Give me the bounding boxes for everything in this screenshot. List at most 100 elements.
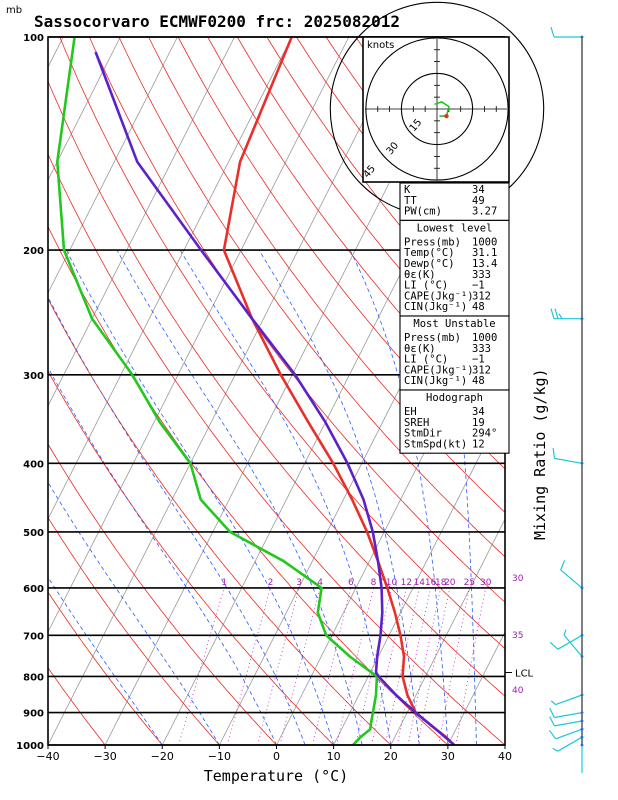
mixing-ratio-axis-title: Mixing Ratio (g/kg) <box>531 368 549 540</box>
wind-barb-staff <box>554 457 583 464</box>
wind-barb-base <box>580 719 584 723</box>
mixing-ratio-label: 18 <box>435 578 447 588</box>
mixing-ratio-line <box>455 587 487 745</box>
pressure-tick-label: 800 <box>23 672 44 683</box>
pressure-tick-label: 300 <box>23 371 44 382</box>
wind-barb-flag <box>549 707 555 718</box>
dry-adiabat-line <box>48 298 392 745</box>
wind-barb-staff <box>557 736 583 752</box>
wind-barb-flag <box>548 730 557 740</box>
moist-adiabat-line <box>258 249 420 745</box>
lowest-level-box <box>399 219 510 317</box>
mixing-ratio-line <box>438 587 470 745</box>
wind-barb-flag <box>558 313 563 320</box>
table-value: 294° <box>472 428 497 440</box>
mixing-ratio-label: 20 <box>444 578 456 588</box>
table-key: StmDir <box>404 428 442 440</box>
table-value: 48 <box>472 375 485 387</box>
pressure-tick-label: 500 <box>23 528 44 539</box>
table-value: 1000 <box>472 236 497 248</box>
table-value: 333 <box>472 343 491 355</box>
hodograph-stats-header: Hodograph <box>426 392 483 404</box>
table-key: Dewp(°C) <box>404 258 455 270</box>
isotherm-line <box>48 37 121 181</box>
table-value: 19 <box>472 417 485 429</box>
dry-adiabat-line <box>48 443 277 745</box>
table-key: SREH <box>404 417 429 429</box>
pressure-tick-label: 600 <box>23 584 44 595</box>
isotherm-line <box>390 518 505 745</box>
table-key: K <box>404 184 411 196</box>
hodograph-ring <box>365 37 509 181</box>
table-value: 31.1 <box>472 247 497 259</box>
table-key: θε(K) <box>404 269 436 281</box>
wind-barb-staff <box>555 694 583 706</box>
lowest-level-header: Lowest level <box>417 222 493 234</box>
pressure-tick-label: 100 <box>23 33 44 44</box>
wind-barb-flag <box>549 716 555 727</box>
mixing-ratio-line <box>336 587 374 745</box>
storm-motion-marker <box>444 113 449 119</box>
isotherm-line <box>48 37 235 407</box>
x-tick-label: 0 <box>273 750 280 763</box>
isotherms <box>48 37 505 745</box>
mixing-ratio-label: 2 <box>268 578 274 588</box>
wind-barb-base <box>580 633 584 637</box>
wind-barb-base <box>580 655 584 658</box>
mixing-ratio-label: 3 <box>296 578 302 588</box>
dry-adiabat-line <box>48 667 106 745</box>
x-tick-label: −20 <box>151 750 174 763</box>
table-value: 48 <box>472 301 485 313</box>
isotherm-line <box>48 37 293 520</box>
table-value: 3.27 <box>472 206 497 218</box>
mixing-ratio-label: 8 <box>371 578 377 588</box>
dry-adiabat-line <box>177 37 505 470</box>
table-value: 13.4 <box>472 258 497 270</box>
table-value: 312 <box>472 364 491 376</box>
x-tick-label: 10 <box>327 750 341 763</box>
moist-adiabat-line <box>179 249 392 745</box>
mixing-ratio-line <box>279 587 321 745</box>
hodograph-trace <box>434 101 450 117</box>
pressure-tick-label: 400 <box>23 459 44 470</box>
lcl-label: LCL <box>515 669 534 680</box>
dry-adiabat-line <box>148 37 505 513</box>
x-tick-label: 40 <box>498 750 512 763</box>
table-key: CIN(Jkg⁻¹) <box>404 301 467 313</box>
wind-barb-flag <box>550 26 555 38</box>
mixing-ratio-line <box>178 587 225 745</box>
wind-barb-base <box>580 461 584 465</box>
table-key: Temp(°C) <box>404 247 455 259</box>
wind-barb-base <box>580 743 584 747</box>
pressure-tick-label: 1000 <box>16 741 44 752</box>
wind-barb-flag <box>560 560 566 571</box>
sounding-profiles <box>55 37 456 745</box>
table-value: 34 <box>472 184 485 196</box>
pressure-unit-label: mb <box>6 5 22 16</box>
wind-barb-staff <box>554 720 583 727</box>
mixing-ratio-line <box>312 587 352 745</box>
moist-adiabat-line <box>48 481 220 745</box>
axes: −40 −30 −20 −10 0 10 20 30 40 LCL <box>36 669 533 764</box>
dry-adiabat-line <box>48 370 334 745</box>
wind-barb-flag <box>552 447 555 459</box>
wind-barb-base <box>580 727 584 731</box>
theta-e-label: 30 <box>512 574 524 584</box>
wind-barbs <box>548 26 584 773</box>
parcel-profile <box>94 51 456 745</box>
isotherm-line <box>48 37 350 633</box>
hodograph-ring <box>400 72 474 146</box>
isotherm-line <box>48 37 178 294</box>
mixing-ratio-lines <box>178 587 487 745</box>
x-tick-label: 20 <box>384 750 398 763</box>
x-tick-label: −40 <box>36 750 59 763</box>
wind-barb-base <box>580 693 584 697</box>
isotherm-line <box>219 179 505 745</box>
mixing-ratio-label: 12 <box>401 578 412 588</box>
table-key: CAPE(Jkg⁻¹) <box>404 364 474 376</box>
wind-barb-staff <box>555 728 583 740</box>
wind-barb-flag <box>550 308 555 319</box>
wind-barb-flag <box>552 747 559 752</box>
